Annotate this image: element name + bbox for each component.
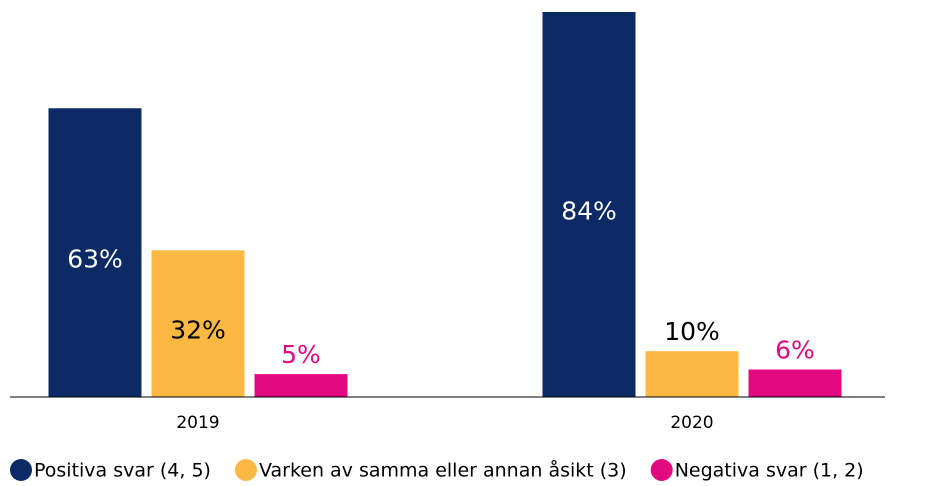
legend-marker xyxy=(234,459,257,481)
legend-label: Positiva svar (4, 5) xyxy=(34,460,211,482)
value-label: 32% xyxy=(170,316,226,345)
value-label: 84% xyxy=(561,197,617,226)
bar xyxy=(254,374,348,397)
bar xyxy=(542,12,636,397)
legend-label: Negativa svar (1, 2) xyxy=(675,460,864,482)
legend-marker xyxy=(650,459,673,481)
value-label: 5% xyxy=(281,340,321,369)
bar xyxy=(151,250,245,397)
x-tick-label: 2019 xyxy=(176,413,219,433)
bar xyxy=(748,369,842,397)
value-label: 63% xyxy=(67,245,123,274)
bar xyxy=(48,108,142,397)
value-label: 10% xyxy=(664,317,720,346)
legend-label: Varken av samma eller annan åsikt (3) xyxy=(259,459,627,482)
value-label: 6% xyxy=(775,336,815,365)
x-tick-label: 2020 xyxy=(670,413,713,433)
bar xyxy=(645,351,739,397)
legend-marker xyxy=(10,459,32,481)
